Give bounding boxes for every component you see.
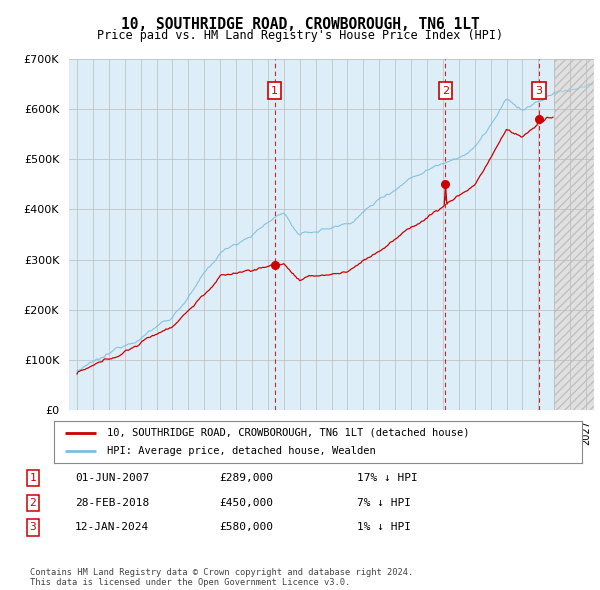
- Text: 01-JUN-2007: 01-JUN-2007: [75, 473, 149, 483]
- Text: 28-FEB-2018: 28-FEB-2018: [75, 498, 149, 507]
- Bar: [554, 59, 594, 410]
- Text: £450,000: £450,000: [219, 498, 273, 507]
- Text: 2: 2: [442, 86, 449, 96]
- Text: 3: 3: [535, 86, 542, 96]
- Text: 2: 2: [29, 498, 37, 507]
- Text: £580,000: £580,000: [219, 523, 273, 532]
- Text: HPI: Average price, detached house, Wealden: HPI: Average price, detached house, Weal…: [107, 446, 376, 456]
- Text: Contains HM Land Registry data © Crown copyright and database right 2024.
This d: Contains HM Land Registry data © Crown c…: [30, 568, 413, 587]
- Text: 1: 1: [29, 473, 37, 483]
- Text: 12-JAN-2024: 12-JAN-2024: [75, 523, 149, 532]
- Text: Price paid vs. HM Land Registry's House Price Index (HPI): Price paid vs. HM Land Registry's House …: [97, 30, 503, 42]
- Text: 1: 1: [271, 86, 278, 96]
- Text: 7% ↓ HPI: 7% ↓ HPI: [357, 498, 411, 507]
- Text: 10, SOUTHRIDGE ROAD, CROWBOROUGH, TN6 1LT (detached house): 10, SOUTHRIDGE ROAD, CROWBOROUGH, TN6 1L…: [107, 428, 469, 438]
- Text: 3: 3: [29, 523, 37, 532]
- Text: 17% ↓ HPI: 17% ↓ HPI: [357, 473, 418, 483]
- Text: 10, SOUTHRIDGE ROAD, CROWBOROUGH, TN6 1LT: 10, SOUTHRIDGE ROAD, CROWBOROUGH, TN6 1L…: [121, 17, 479, 31]
- Text: £289,000: £289,000: [219, 473, 273, 483]
- Text: 1% ↓ HPI: 1% ↓ HPI: [357, 523, 411, 532]
